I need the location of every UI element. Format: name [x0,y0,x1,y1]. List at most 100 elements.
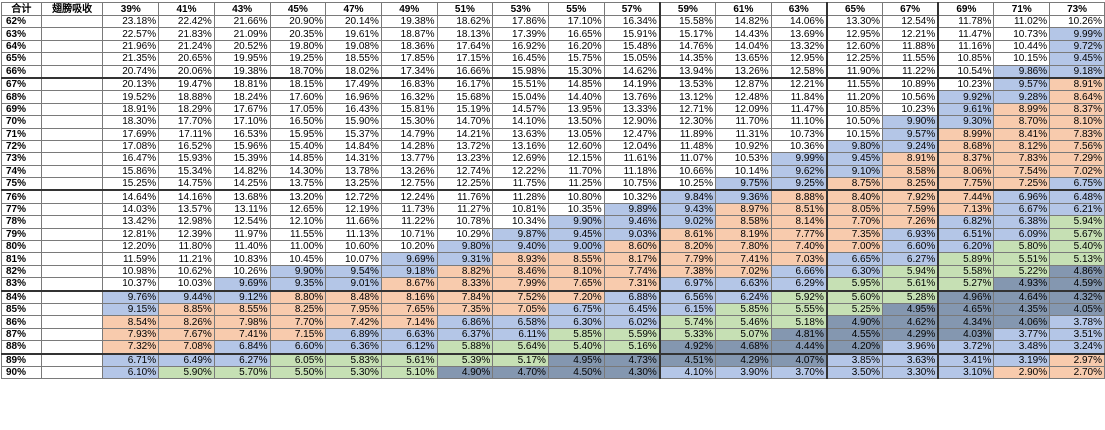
table-cell[interactable]: 14.75% [158,177,215,191]
table-cell[interactable]: 13.12% [658,90,717,104]
table-cell[interactable]: 5.10% [380,365,438,380]
table-cell[interactable]: 4.44% [770,340,828,355]
table-cell[interactable]: 6.66% [770,264,828,279]
row-label[interactable]: 81% [1,252,42,266]
table-cell[interactable]: 7.77% [770,227,828,242]
table-cell[interactable]: 5.90% [158,365,215,380]
table-cell[interactable]: 20.06% [158,64,215,79]
table-cell[interactable]: 15.37% [325,127,382,141]
table-cell[interactable]: 3.30% [882,365,939,380]
table-cell[interactable]: 7.52% [492,289,549,304]
table-cell[interactable]: 19.95% [213,52,271,66]
table-cell[interactable]: 10.26% [213,264,271,279]
table-cell[interactable]: 9.36% [715,189,772,204]
table-cell[interactable]: 8.40% [825,189,884,204]
table-cell[interactable]: 6.36% [325,340,382,355]
row-label[interactable]: 62% [1,14,42,29]
table-cell[interactable]: 11.22% [882,64,939,79]
table-cell[interactable]: 10.73% [993,27,1051,41]
table-cell[interactable]: 7.08% [158,340,215,355]
table-cell[interactable]: 11.47% [937,27,995,41]
table-cell[interactable]: 10.62% [158,264,215,279]
table-cell[interactable]: 11.21% [158,252,215,266]
empty-cell[interactable] [40,315,104,329]
table-cell[interactable]: 13.68% [213,189,271,204]
row-label[interactable]: 71% [1,127,42,141]
table-cell[interactable]: 7.31% [603,277,661,292]
table-cell[interactable]: 9.99% [1049,27,1105,41]
table-cell[interactable]: 12.24% [380,189,438,204]
table-cell[interactable]: 10.75% [603,177,661,191]
empty-cell[interactable] [40,164,104,179]
table-cell[interactable]: 16.32% [380,90,438,104]
table-cell[interactable]: 5.18% [770,315,828,329]
table-cell[interactable]: 7.93% [102,327,160,342]
table-cell[interactable]: 5.61% [882,277,939,292]
table-cell[interactable]: 7.02% [1049,164,1105,179]
table-cell[interactable]: 10.03% [158,277,215,292]
table-cell[interactable]: 8.37% [1049,102,1105,117]
table-cell[interactable]: 3.85% [825,352,884,367]
table-cell[interactable]: 5.17% [492,352,549,367]
row-label[interactable]: 76% [1,189,42,204]
table-cell[interactable]: 5.30% [325,365,382,380]
table-cell[interactable]: 7.67% [158,327,215,342]
table-cell[interactable]: 5.55% [770,302,828,317]
table-cell[interactable]: 15.48% [603,39,661,54]
table-cell[interactable]: 11.75% [492,177,549,191]
table-cell[interactable]: 6.12% [380,340,438,355]
table-cell[interactable]: 8.33% [436,277,494,292]
empty-cell[interactable] [40,52,104,66]
table-cell[interactable]: 10.23% [937,76,995,92]
table-cell[interactable]: 10.60% [325,240,382,254]
table-cell[interactable]: 11.80% [158,240,215,254]
table-cell[interactable]: 13.42% [102,215,160,229]
table-cell[interactable]: 14.82% [213,164,271,179]
table-cell[interactable]: 4.64% [993,289,1051,304]
table-cell[interactable]: 5.13% [1049,252,1105,266]
table-cell[interactable]: 11.61% [603,152,661,166]
table-cell[interactable]: 10.66% [658,164,717,179]
table-cell[interactable]: 8.16% [380,289,438,304]
table-cell[interactable]: 20.13% [102,76,160,92]
table-cell[interactable]: 10.36% [770,139,828,154]
table-cell[interactable]: 4.65% [937,302,995,317]
table-cell[interactable]: 8.12% [993,139,1051,154]
table-cell[interactable]: 4.95% [882,302,939,317]
table-cell[interactable]: 12.10% [269,215,327,229]
table-cell[interactable]: 12.60% [547,139,605,154]
table-cell[interactable]: 13.23% [436,152,494,166]
table-cell[interactable]: 18.91% [102,102,160,117]
table-cell[interactable]: 7.95% [325,302,382,317]
table-cell[interactable]: 5.64% [492,340,549,355]
table-cell[interactable]: 9.90% [547,215,605,229]
table-cell[interactable]: 5.85% [547,327,605,342]
table-cell[interactable]: 19.25% [269,52,327,66]
table-cell[interactable]: 6.97% [658,277,717,292]
table-cell[interactable]: 3.72% [937,340,995,355]
table-cell[interactable]: 11.25% [547,177,605,191]
table-cell[interactable]: 7.25% [993,177,1051,191]
table-cell[interactable]: 9.45% [547,227,605,242]
table-cell[interactable]: 5.25% [825,302,884,317]
table-cell[interactable]: 3.90% [715,365,772,380]
table-cell[interactable]: 12.90% [603,115,661,129]
table-cell[interactable]: 19.38% [380,14,438,29]
table-cell[interactable]: 11.55% [882,52,939,66]
table-cell[interactable]: 5.59% [603,327,661,342]
table-cell[interactable]: 17.70% [158,115,215,129]
table-cell[interactable]: 18.02% [325,64,382,79]
table-cell[interactable]: 14.40% [547,90,605,104]
table-cell[interactable]: 3.19% [993,352,1051,367]
table-cell[interactable]: 15.98% [492,64,549,79]
table-cell[interactable]: 18.62% [436,14,494,29]
table-cell[interactable]: 8.75% [825,177,884,191]
table-cell[interactable]: 14.06% [770,14,828,29]
table-cell[interactable]: 18.24% [213,90,271,104]
table-cell[interactable]: 2.90% [993,365,1051,380]
table-cell[interactable]: 12.95% [770,52,828,66]
table-cell[interactable]: 15.81% [380,102,438,117]
table-cell[interactable]: 8.93% [492,252,549,266]
table-cell[interactable]: 13.11% [213,202,271,217]
header-total[interactable]: 合计 [1,2,42,16]
